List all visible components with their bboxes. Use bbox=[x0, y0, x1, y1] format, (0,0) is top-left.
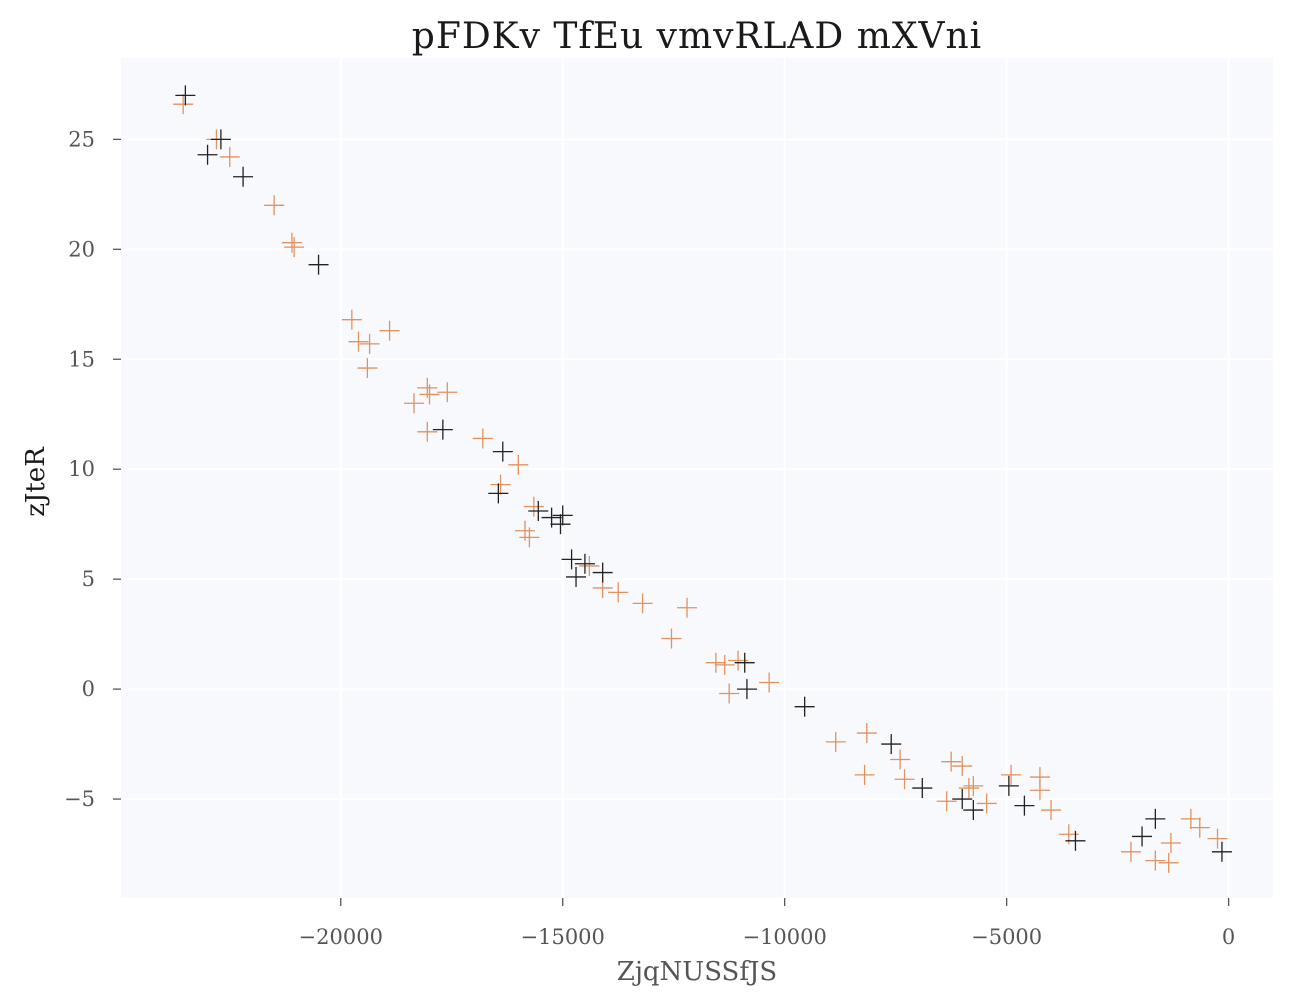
data-point bbox=[1145, 808, 1166, 829]
y-tick-label: 25 bbox=[68, 127, 95, 151]
data-point bbox=[233, 166, 254, 187]
x-tick-label: −5000 bbox=[971, 925, 1042, 949]
data-point bbox=[348, 331, 369, 352]
data-point bbox=[736, 679, 757, 700]
data-point bbox=[175, 85, 196, 106]
data-point bbox=[632, 593, 653, 614]
data-point bbox=[608, 582, 629, 603]
data-points bbox=[173, 85, 1232, 873]
data-point bbox=[1180, 808, 1201, 829]
data-point bbox=[1145, 850, 1166, 871]
x-tick-label: −20000 bbox=[299, 925, 383, 949]
data-point bbox=[963, 800, 984, 821]
plot-background bbox=[121, 58, 1273, 898]
y-tick-label: 15 bbox=[68, 347, 95, 371]
data-point bbox=[856, 723, 877, 744]
data-point bbox=[592, 562, 613, 583]
data-point bbox=[998, 775, 1019, 796]
data-point bbox=[308, 254, 329, 275]
data-point bbox=[1120, 841, 1141, 862]
data-point bbox=[734, 652, 755, 673]
data-point bbox=[508, 454, 529, 475]
data-point bbox=[912, 778, 933, 799]
data-point bbox=[952, 789, 973, 810]
y-tick-label: 0 bbox=[82, 677, 95, 701]
data-point bbox=[1160, 833, 1181, 854]
data-point bbox=[492, 441, 513, 462]
data-point bbox=[219, 146, 240, 167]
data-point bbox=[561, 549, 582, 570]
data-point bbox=[419, 384, 440, 405]
y-tick-label: −5 bbox=[64, 787, 95, 811]
x-tick-label: −10000 bbox=[742, 925, 826, 949]
data-point bbox=[759, 672, 780, 693]
grid-lines bbox=[121, 58, 1273, 898]
data-point bbox=[941, 751, 962, 772]
data-point bbox=[379, 320, 400, 341]
data-point bbox=[488, 483, 509, 504]
data-point bbox=[403, 393, 424, 414]
data-point bbox=[341, 309, 362, 330]
data-point bbox=[437, 382, 458, 403]
data-point bbox=[714, 654, 735, 675]
data-point bbox=[359, 333, 380, 354]
data-point bbox=[1041, 800, 1062, 821]
data-point bbox=[357, 358, 378, 379]
y-axis-label: zJteR bbox=[21, 446, 51, 517]
data-point bbox=[1158, 852, 1179, 873]
y-tick-label: 20 bbox=[68, 237, 95, 261]
data-point bbox=[523, 496, 544, 517]
data-point bbox=[550, 514, 571, 535]
data-point bbox=[952, 756, 973, 777]
data-point bbox=[552, 505, 573, 526]
data-point bbox=[894, 769, 915, 790]
data-point bbox=[519, 527, 540, 548]
data-point bbox=[976, 793, 997, 814]
data-point bbox=[264, 195, 285, 216]
x-tick-label: 0 bbox=[1222, 925, 1235, 949]
data-point bbox=[173, 94, 194, 115]
data-point bbox=[432, 419, 453, 440]
data-point bbox=[566, 566, 587, 587]
y-tick-label: 10 bbox=[68, 457, 95, 481]
data-point bbox=[661, 628, 682, 649]
data-point bbox=[719, 683, 740, 704]
data-point bbox=[1001, 764, 1022, 785]
data-point bbox=[705, 652, 726, 673]
data-point bbox=[579, 555, 600, 576]
data-point bbox=[281, 232, 302, 253]
data-point bbox=[890, 749, 911, 770]
axis-ticks: −20000 −15000 −10000 −5000 0 −5 0 5 10 15 20 25 bbox=[64, 127, 1235, 949]
data-point bbox=[1132, 826, 1153, 847]
x-axis-label: ZjqNUSSfJS bbox=[617, 957, 777, 987]
data-point bbox=[1189, 817, 1210, 838]
chart-title: pFDKv TfEu vmvRLAD mXVni bbox=[412, 16, 982, 57]
data-point bbox=[1029, 780, 1050, 801]
data-point bbox=[1211, 841, 1232, 862]
data-point bbox=[528, 500, 549, 521]
data-point bbox=[794, 696, 815, 717]
data-point bbox=[1065, 830, 1086, 851]
data-point bbox=[284, 237, 305, 258]
data-point bbox=[958, 778, 979, 799]
data-point bbox=[936, 791, 957, 812]
data-point bbox=[963, 775, 984, 796]
data-point bbox=[677, 597, 698, 618]
data-point bbox=[854, 764, 875, 785]
data-point bbox=[197, 144, 218, 165]
y-tick-label: 5 bbox=[82, 567, 95, 591]
data-point bbox=[574, 553, 595, 574]
x-tick-label: −15000 bbox=[521, 925, 605, 949]
data-point bbox=[490, 474, 511, 495]
data-point bbox=[417, 421, 438, 442]
data-point bbox=[825, 731, 846, 752]
data-point bbox=[1014, 795, 1035, 816]
data-point bbox=[472, 428, 493, 449]
data-point bbox=[1207, 828, 1228, 849]
data-point bbox=[881, 734, 902, 755]
data-point bbox=[210, 129, 231, 150]
